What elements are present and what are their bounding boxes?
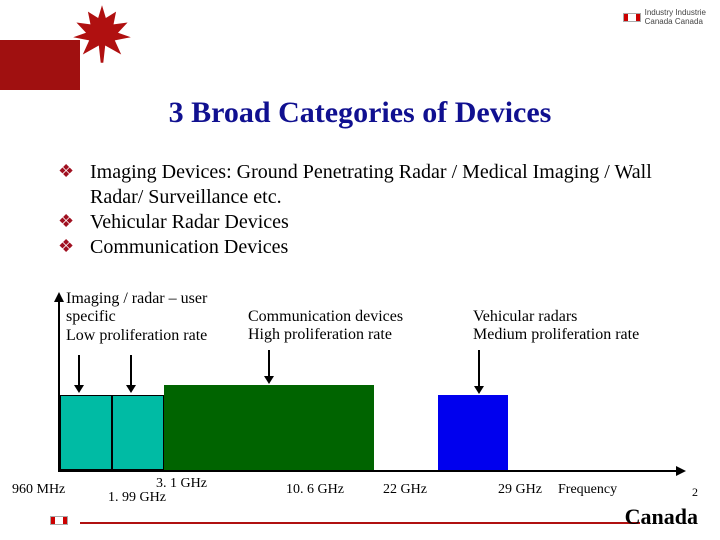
spectrum-chart: Imaging / radar – user specific Low prol… — [48, 290, 688, 490]
arrow-icon — [478, 350, 480, 388]
bullet-item: Communication Devices — [58, 235, 668, 260]
arrow-icon — [130, 355, 132, 387]
band-vehicular — [438, 395, 508, 470]
tick-label: 1. 99 GHz — [108, 490, 166, 506]
footer-divider — [80, 522, 640, 524]
band-comm — [164, 385, 374, 470]
tick-label: 10. 6 GHz — [286, 482, 344, 498]
logo-text-2: Industrie — [675, 8, 706, 17]
tick-label: 3. 1 GHz — [156, 476, 207, 492]
arrow-icon — [268, 350, 270, 378]
bullet-item: Vehicular Radar Devices — [58, 210, 668, 235]
caption-imaging: Imaging / radar – user specific Low prol… — [66, 290, 207, 345]
logo-sub-2: Canada — [675, 17, 703, 26]
frequency-axis-label: Frequency — [558, 482, 617, 498]
canada-wordmark: Canada — [625, 504, 698, 530]
logo-sub-1: Canada — [645, 17, 673, 26]
flag-icon — [623, 13, 641, 22]
bullet-item: Imaging Devices: Ground Penetrating Rada… — [58, 160, 668, 210]
tick-label: 22 GHz — [383, 482, 427, 498]
logo-text-1: Industry — [645, 8, 673, 17]
caption-vehicular: Vehicular radars Medium proliferation ra… — [473, 308, 639, 345]
footer-flag-icon — [50, 512, 68, 530]
maple-leaf-icon — [70, 2, 134, 66]
tick-label: 29 GHz — [498, 482, 542, 498]
band-imaging-a — [60, 395, 112, 470]
band-imaging-b — [112, 395, 164, 470]
slide-number: 2 — [692, 485, 698, 500]
tick-label: 960 MHz — [12, 482, 65, 498]
top-govt-logo: Industry Industrie Canada Canada — [623, 8, 706, 26]
caption-comm: Communication devices High proliferation… — [248, 308, 403, 345]
decoration-red-block — [0, 40, 80, 90]
slide-title: 3 Broad Categories of Devices — [0, 96, 720, 130]
x-axis — [58, 470, 678, 472]
bullet-list: Imaging Devices: Ground Penetrating Rada… — [58, 160, 668, 260]
arrow-icon — [78, 355, 80, 387]
